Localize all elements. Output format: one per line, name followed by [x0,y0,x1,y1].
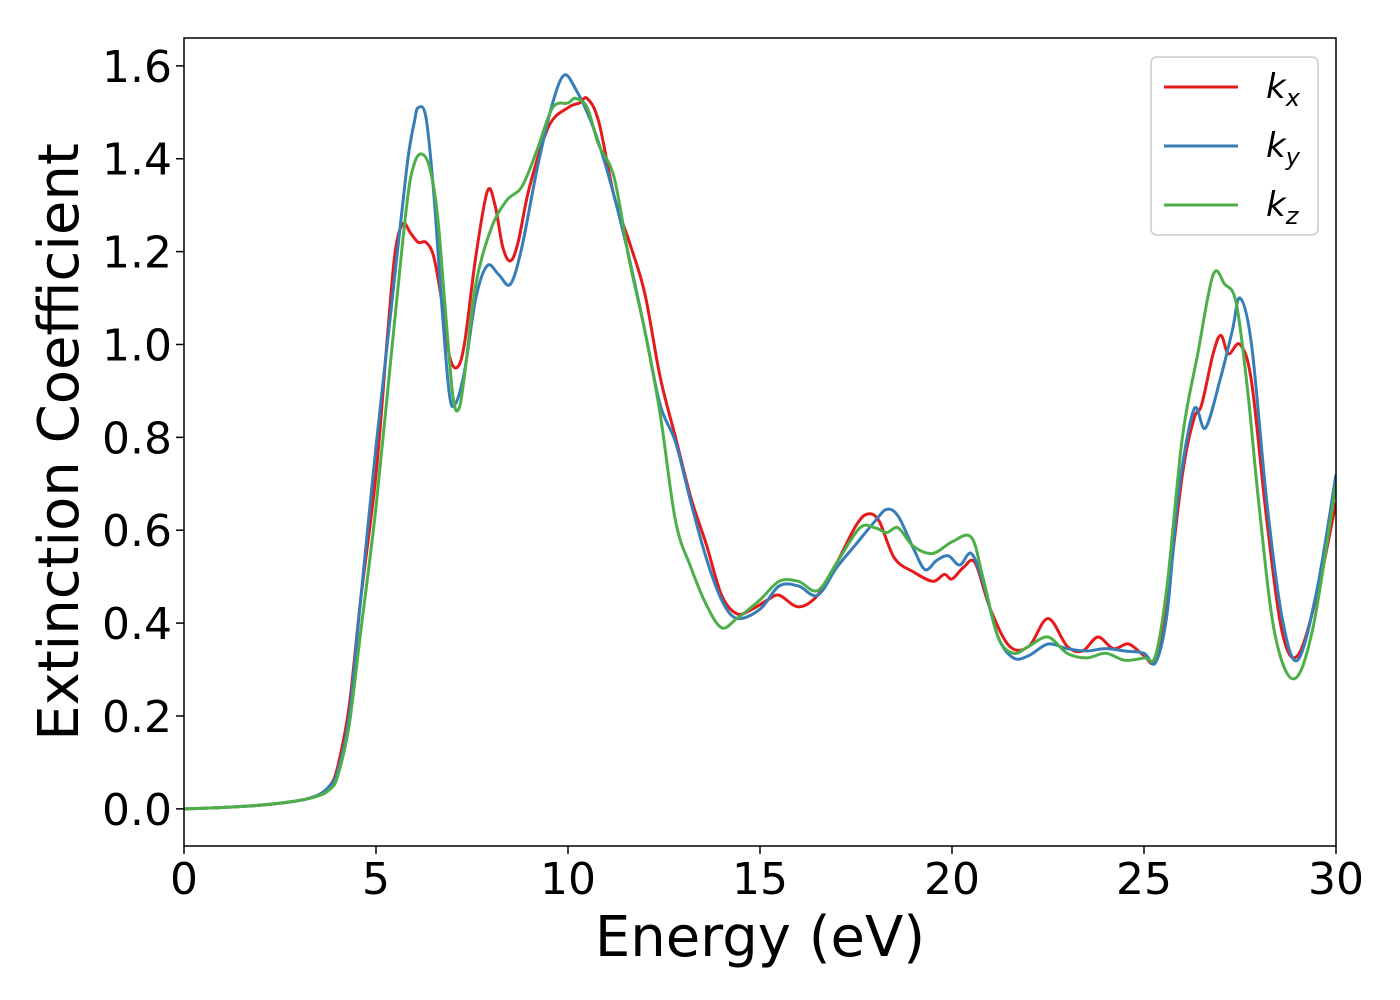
y-tick-label: 0.2 [102,692,172,743]
y-tick-label: 0.4 [102,599,172,650]
x-tick-label: 10 [540,854,596,905]
y-tick-label: 0.6 [102,506,172,557]
legend-label-z: kz [1266,185,1300,230]
y-tick-label: 0.0 [102,785,172,836]
x-axis-title: Energy (eV) [595,905,925,970]
series-line-z [184,96,1336,811]
y-axis-title: Extinction Coefficient [27,143,92,741]
legend-label-y: ky [1266,126,1301,171]
x-tick-label: 0 [170,854,198,905]
y-tick-label: 1.6 [102,42,172,93]
x-tick-label: 25 [1116,854,1172,905]
legend-label-x: kx [1266,67,1301,112]
y-tick-label: 1.2 [102,228,172,279]
y-tick-label: 0.8 [102,413,172,464]
x-tick-label: 30 [1308,854,1364,905]
x-tick-label: 20 [924,854,980,905]
ticks-layer: 0 5 10 15 20 25 30 0.0 0.2 0.4 0.6 0.8 1.0 1.2 1.4 1.6 [102,42,1364,905]
y-tick-label: 1.0 [102,320,172,371]
series-layer [184,73,1336,811]
y-tick-label: 1.4 [102,135,172,186]
x-tick-label: 5 [362,854,390,905]
x-tick-label: 15 [732,854,788,905]
legend: kx ky kz [1150,56,1319,236]
